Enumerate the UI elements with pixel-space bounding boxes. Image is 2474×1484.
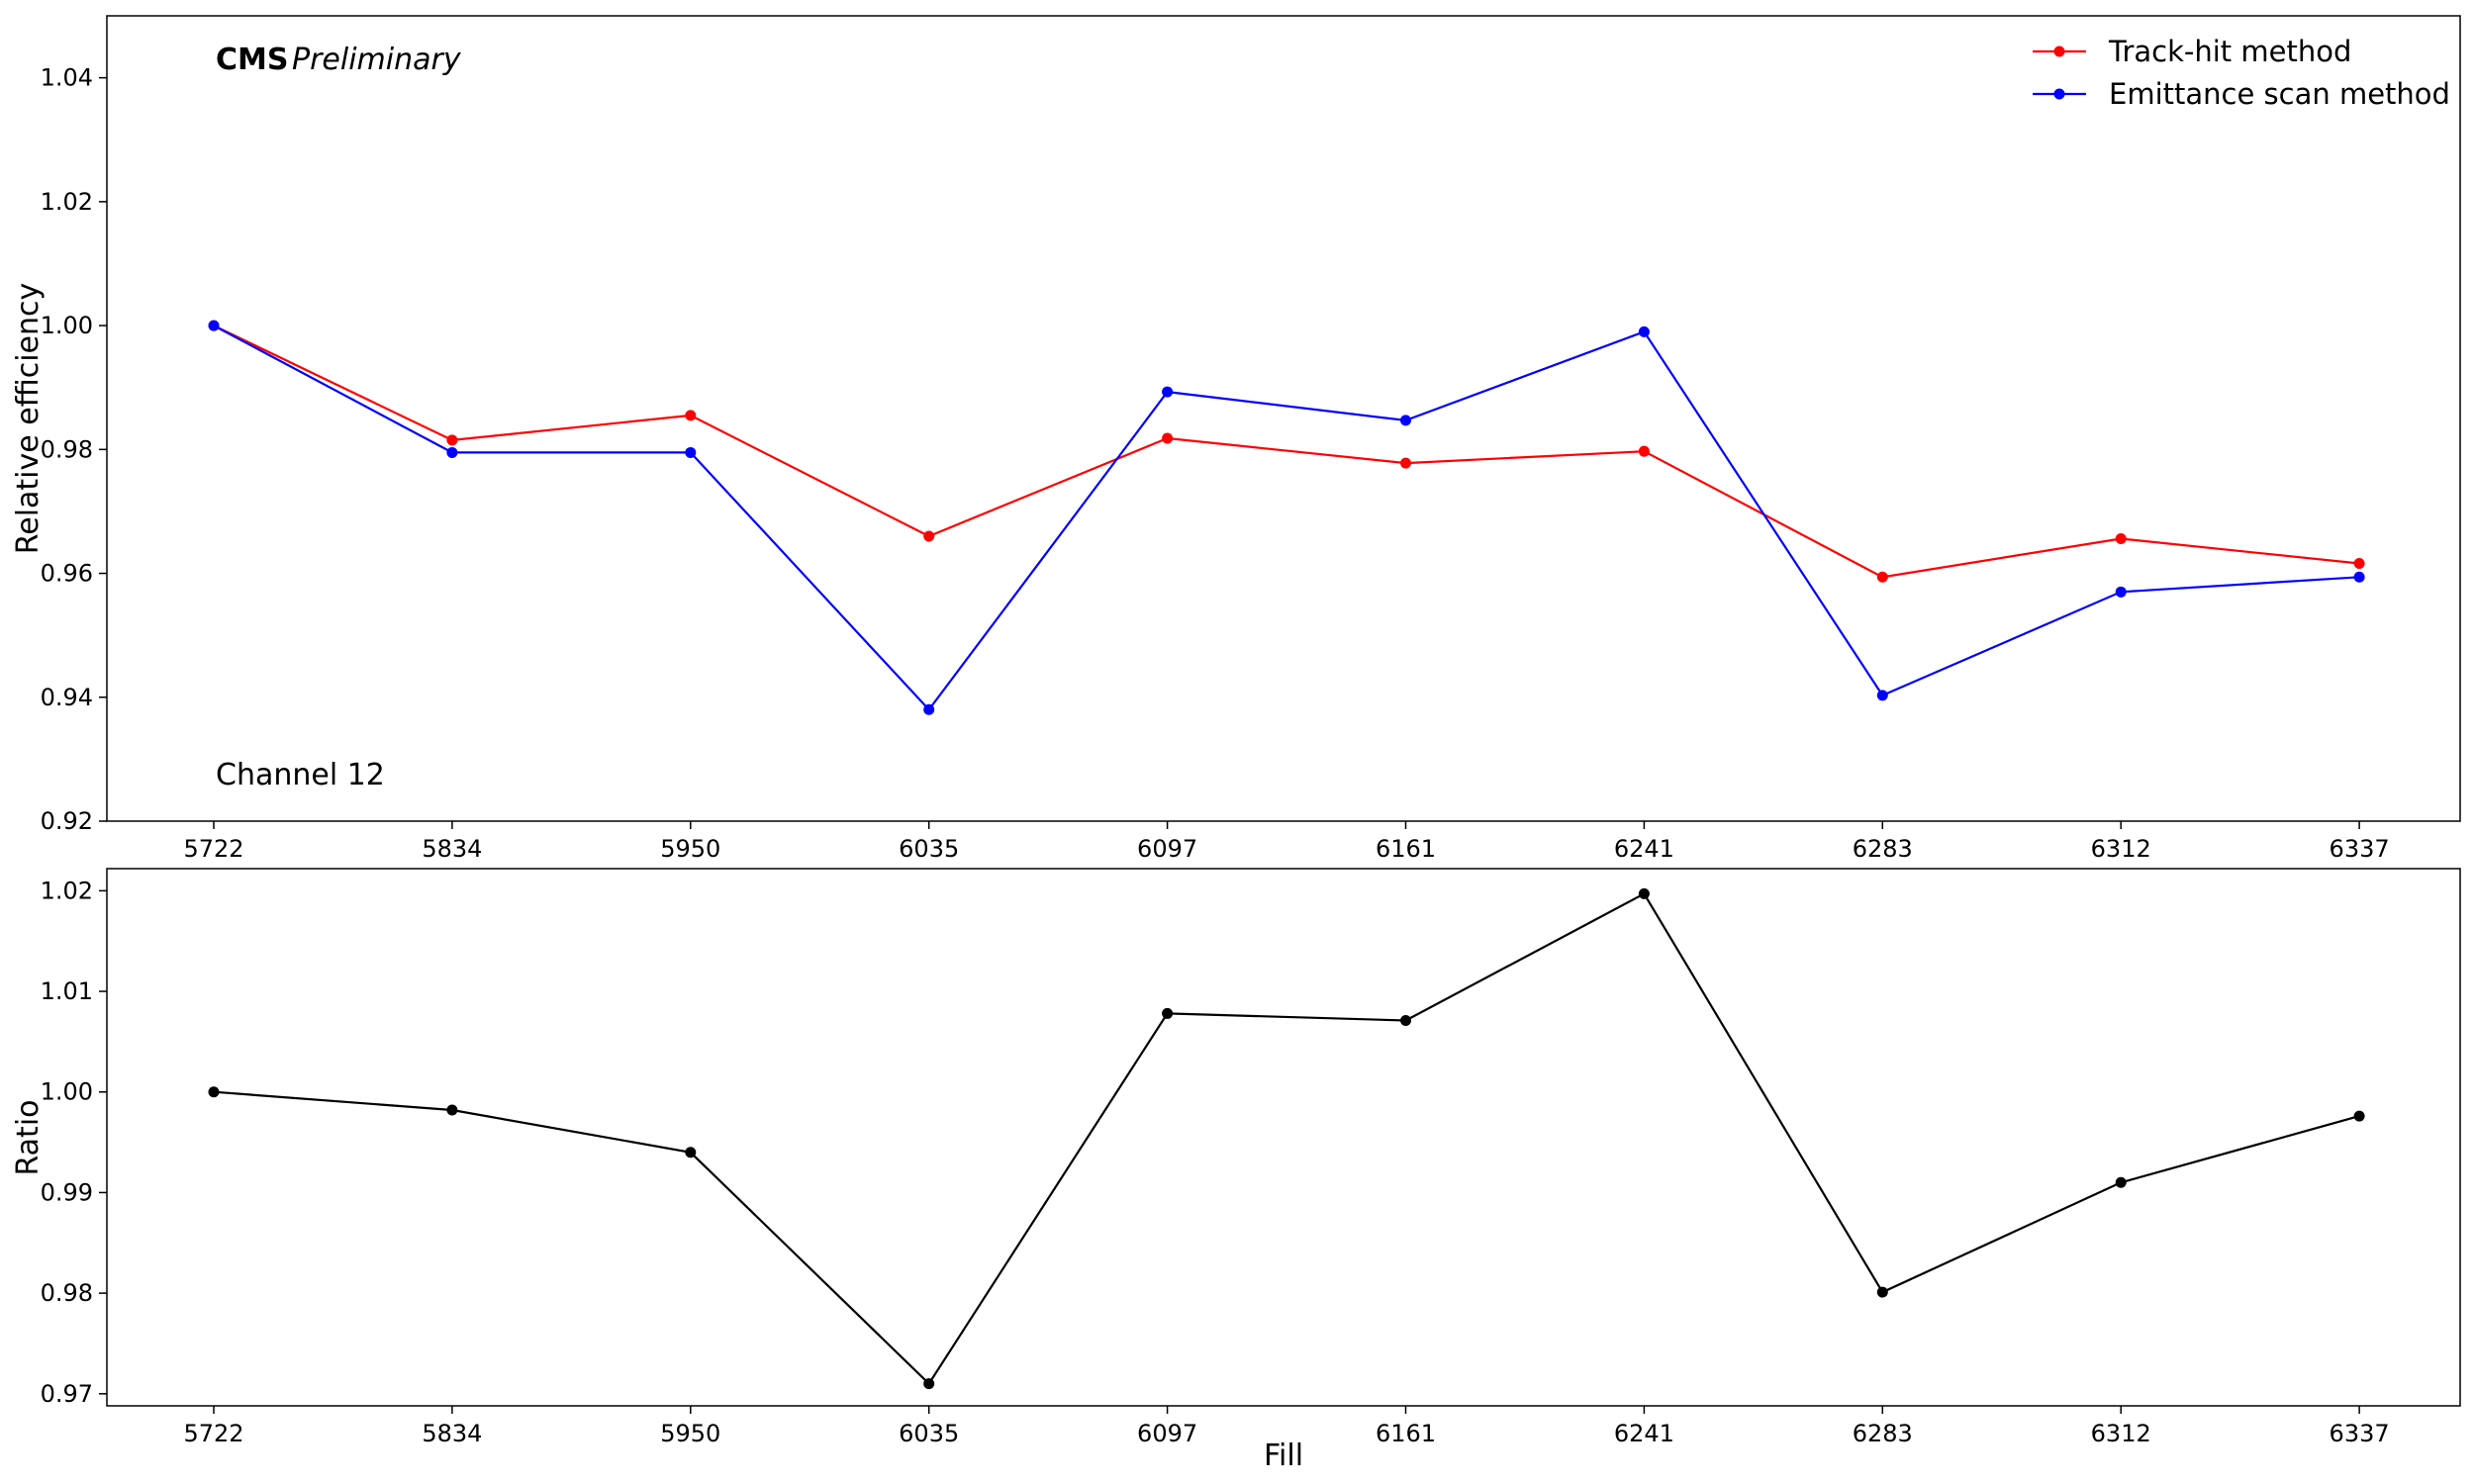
- top-series-0-point: [446, 434, 458, 446]
- legend-marker-track-hit: [2053, 46, 2065, 57]
- bottom-y-tick-label: 1.01: [41, 977, 93, 1005]
- top-x-tick-label: 5834: [422, 835, 482, 863]
- bottom-y-tick-label: 0.98: [41, 1279, 93, 1307]
- top-series-0-point: [1876, 571, 1888, 583]
- top-y-axis-label: Relative efficiency: [11, 283, 46, 555]
- top-x-tick-label: 6241: [1614, 835, 1674, 863]
- bottom-y-tick-label: 1.02: [41, 877, 93, 904]
- efficiency-panel: 0.92 0.94 0.96 0.98 1.00 1.02 1.04 5722 5834 595…: [11, 15, 2461, 863]
- top-series-0-point: [1400, 457, 1411, 469]
- bottom-series-group: [208, 887, 2365, 1390]
- top-y-tick-label: 1.02: [41, 188, 93, 216]
- top-x-tick-label: 6337: [2330, 835, 2390, 863]
- legend-label-emittance: Emittance scan method: [2109, 77, 2450, 111]
- top-series-1-point: [923, 703, 935, 715]
- bottom-x-tick-label: 6312: [2091, 1420, 2151, 1447]
- top-series-1-point: [446, 446, 458, 458]
- top-series-1-point: [1638, 325, 1650, 337]
- bottom-x-axis: 5722 5834 5950 6035 6097 6161 6241 6283 6312 6337: [183, 1406, 2390, 1447]
- legend-label-track-hit: Track-hit method: [2108, 35, 2351, 68]
- bottom-series-0-point: [208, 1086, 220, 1098]
- bottom-series-line-0: [213, 891, 2360, 1386]
- top-series-1-point: [1162, 386, 1174, 398]
- top-series-0-point: [1162, 432, 1174, 444]
- preliminary-label: Preliminary: [292, 43, 462, 77]
- bottom-series-0-point: [1638, 887, 1650, 899]
- top-series-1-point: [2115, 586, 2127, 598]
- top-x-tick-label: 5722: [183, 835, 243, 863]
- bottom-x-tick-label: 5950: [660, 1420, 720, 1447]
- top-y-tick-label: 0.94: [41, 684, 93, 711]
- top-x-tick-label: 6161: [1376, 835, 1436, 863]
- top-y-tick-label: 0.98: [41, 435, 93, 463]
- top-y-tick-label: 0.92: [41, 807, 93, 835]
- bottom-x-tick-label: 6161: [1376, 1420, 1436, 1447]
- top-y-tick-label: 1.00: [41, 312, 93, 339]
- legend: Track-hit method Emittance scan method: [2033, 35, 2450, 111]
- bottom-series-0-point: [1876, 1286, 1888, 1298]
- top-series-0-point: [1638, 445, 1650, 457]
- top-series-0-point: [685, 410, 697, 421]
- top-series-0-point: [2353, 558, 2365, 570]
- bottom-y-tick-label: 0.97: [41, 1380, 93, 1408]
- top-x-tick-label: 6097: [1137, 835, 1197, 863]
- bottom-series-0-point: [2353, 1110, 2365, 1122]
- ratio-panel: 0.97 0.98 0.99 1.00 1.01 1.02 5722 5834 5950 603…: [11, 868, 2461, 1473]
- top-series-line-1: [213, 325, 2360, 712]
- bottom-x-tick-label: 5722: [183, 1420, 243, 1447]
- bottom-series-0-point: [446, 1104, 458, 1116]
- top-series-1-point: [1876, 690, 1888, 701]
- top-series-group: [208, 320, 2365, 715]
- bottom-x-tick-label: 6241: [1614, 1420, 1674, 1447]
- top-x-tick-label: 6312: [2091, 835, 2151, 863]
- top-x-tick-label: 5950: [660, 835, 720, 863]
- top-y-tick-label: 1.04: [41, 64, 93, 92]
- top-series-1-point: [208, 320, 220, 331]
- bottom-series-0-point: [1162, 1007, 1174, 1019]
- top-series-1-point: [685, 446, 697, 458]
- bottom-y-tick-label: 0.99: [41, 1178, 93, 1206]
- bottom-x-axis-label: Fill: [1264, 1438, 1303, 1473]
- channel-label: Channel 12: [216, 758, 385, 792]
- bottom-series-0-point: [923, 1378, 935, 1390]
- bottom-x-tick-label: 6337: [2330, 1420, 2390, 1447]
- bottom-y-axis: 0.97 0.98 0.99 1.00 1.01 1.02: [41, 877, 107, 1408]
- cms-label: CMS: [216, 43, 288, 77]
- top-plot-frame: [106, 15, 2461, 822]
- bottom-series-0-point: [685, 1147, 697, 1159]
- top-x-tick-label: 6035: [899, 835, 959, 863]
- top-x-tick-label: 6283: [1853, 835, 1913, 863]
- legend-marker-emittance: [2053, 88, 2065, 100]
- bottom-y-axis-label: Ratio: [11, 1099, 46, 1175]
- bottom-x-tick-label: 6097: [1137, 1420, 1197, 1447]
- top-series-0-point: [2115, 532, 2127, 544]
- top-series-0-point: [923, 530, 935, 542]
- bottom-x-tick-label: 6283: [1853, 1420, 1913, 1447]
- top-series-1-point: [2353, 571, 2365, 583]
- bottom-x-tick-label: 6035: [899, 1420, 959, 1447]
- bottom-series-0-point: [1400, 1015, 1411, 1027]
- top-x-axis: 5722 5834 5950 6035 6097 6161 6241 6283 6312 6337: [183, 821, 2390, 863]
- top-series-line-0: [213, 325, 2360, 579]
- top-y-axis: 0.92 0.94 0.96 0.98 1.00 1.02 1.04: [41, 64, 107, 835]
- bottom-y-tick-label: 1.00: [41, 1078, 93, 1106]
- bottom-x-tick-label: 5834: [422, 1420, 482, 1447]
- top-y-tick-label: 0.96: [41, 560, 93, 588]
- bottom-series-0-point: [2115, 1176, 2127, 1188]
- bottom-plot-frame: [106, 868, 2461, 1407]
- top-series-1-point: [1400, 415, 1411, 426]
